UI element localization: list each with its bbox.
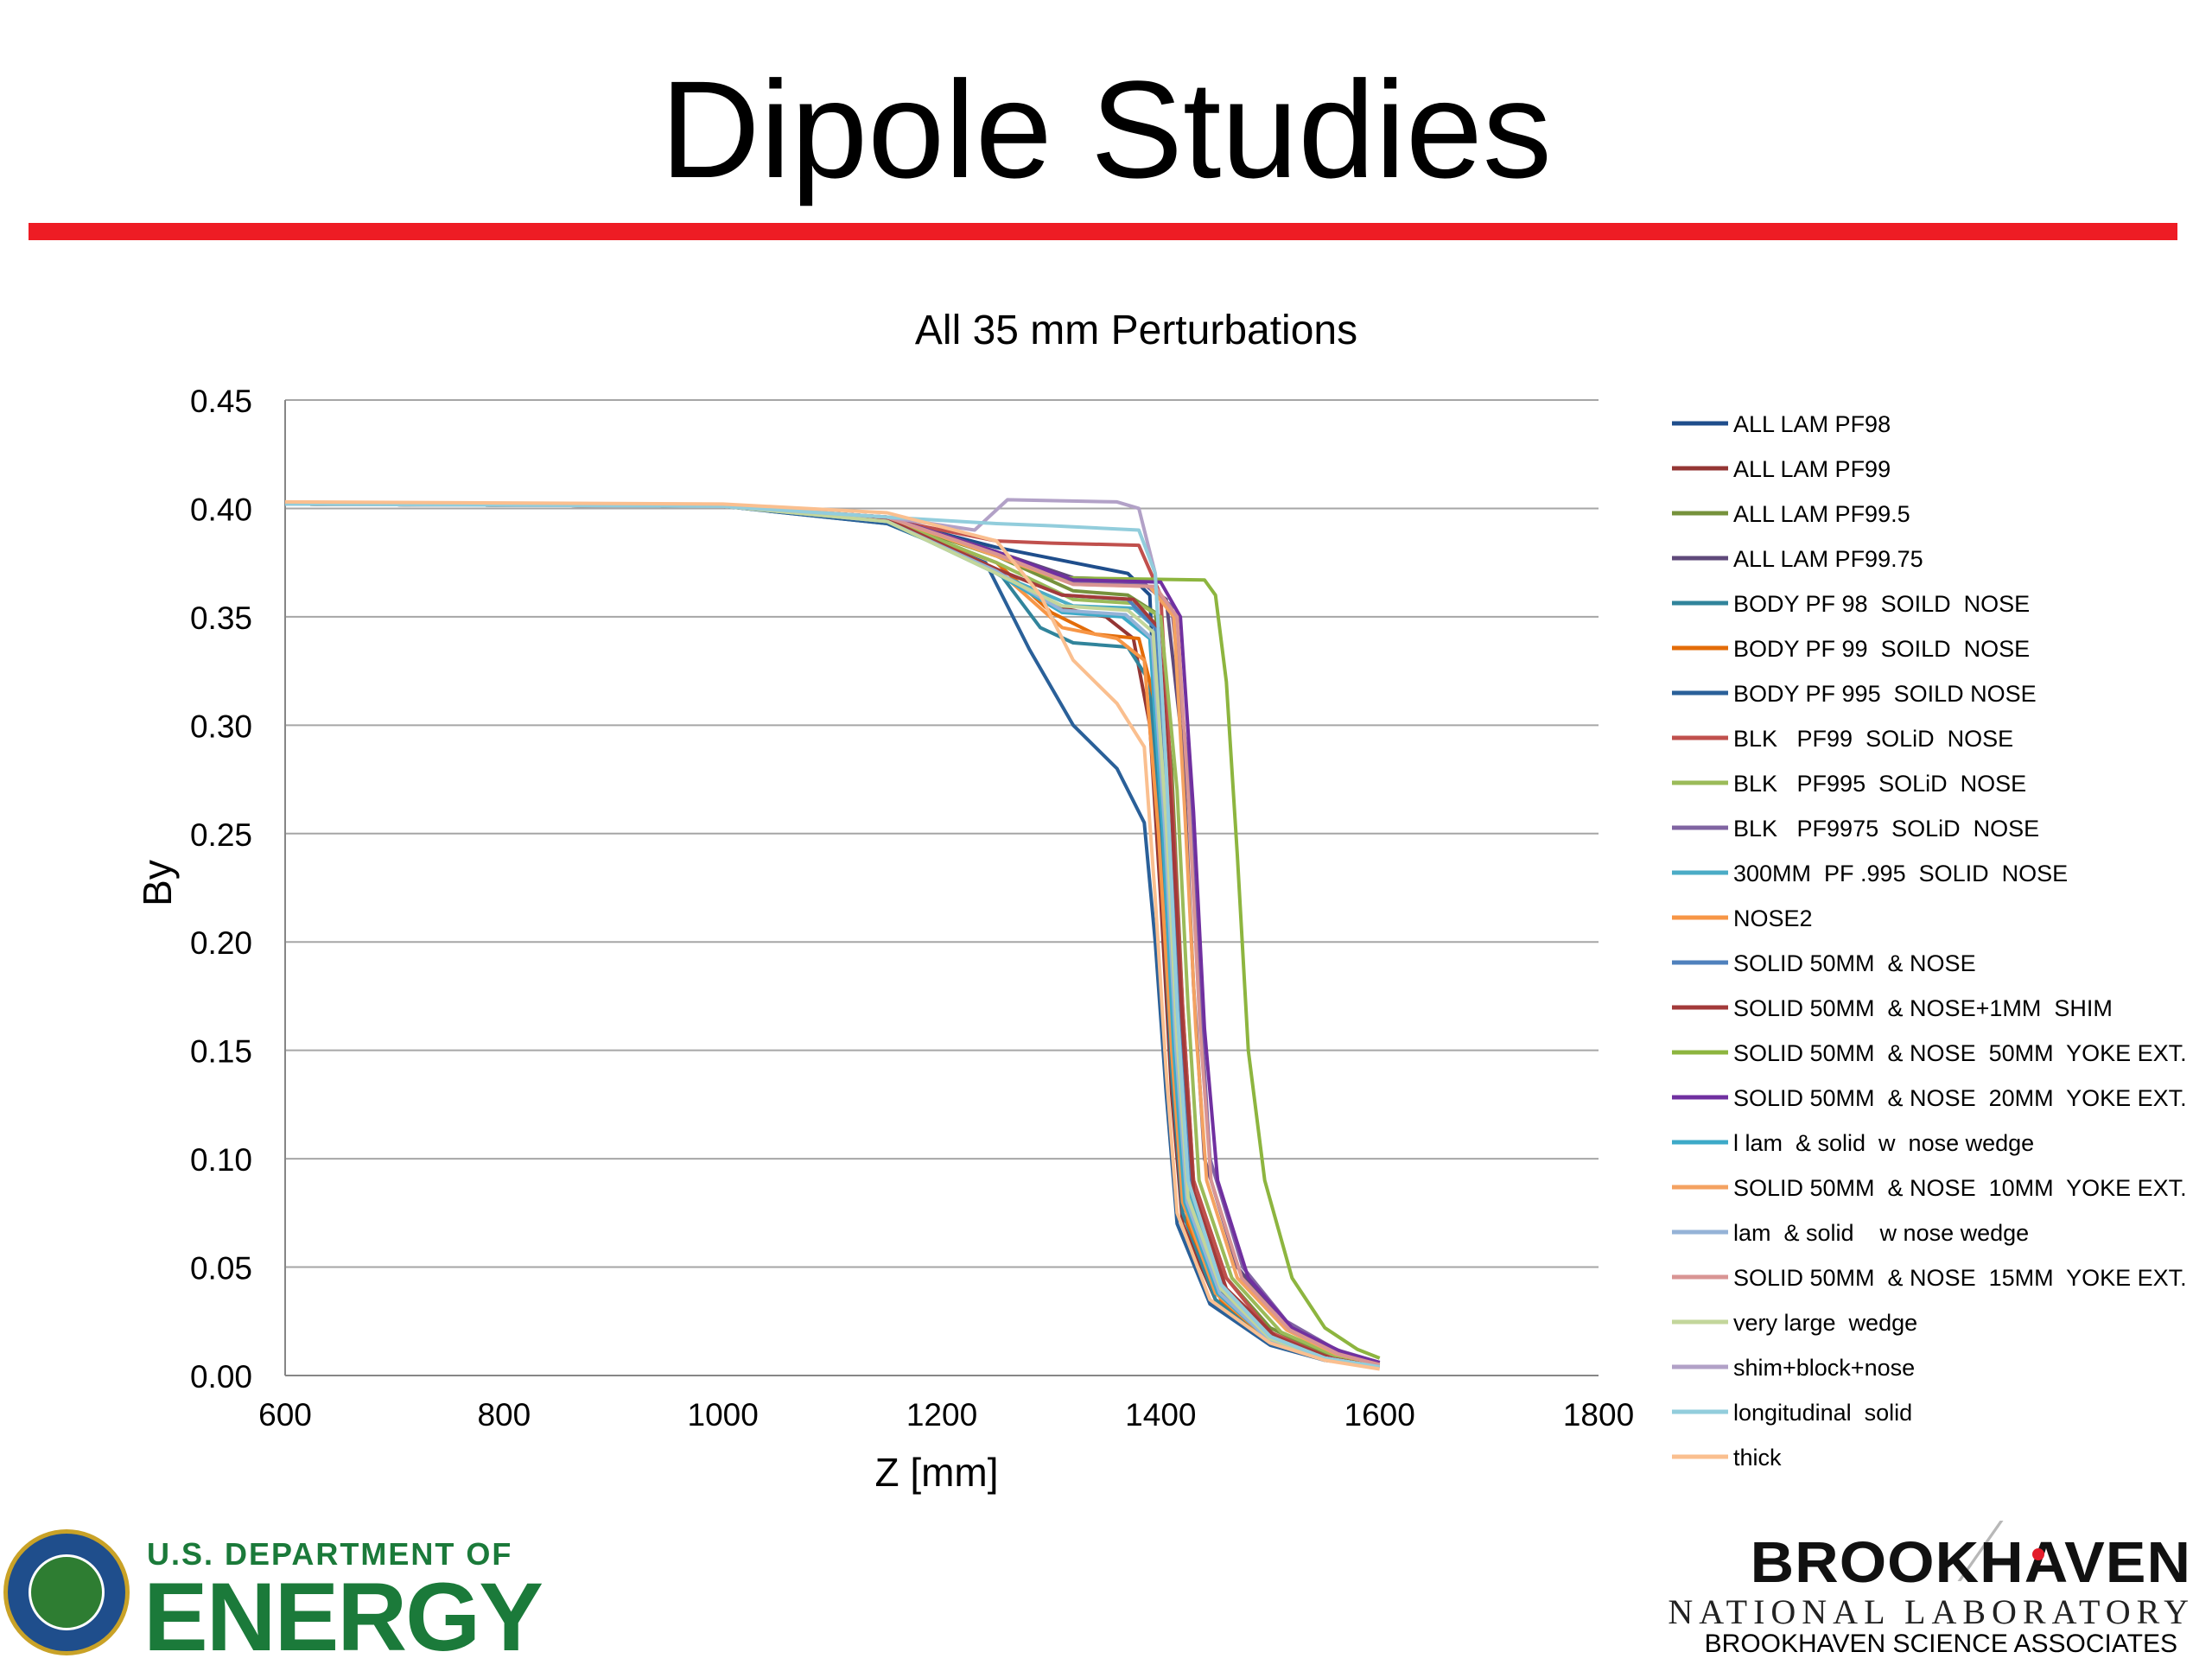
legend-item-label: SOLID 50MM & NOSE 20MM YOKE EXT. bbox=[1733, 1085, 2187, 1111]
x-tick-label: 1000 bbox=[688, 1397, 759, 1433]
x-tick-label: 1200 bbox=[906, 1397, 977, 1433]
series-line bbox=[284, 502, 1381, 1367]
y-tick-label: 0.35 bbox=[190, 600, 252, 636]
x-axis-label: Z [mm] bbox=[874, 1450, 998, 1495]
legend-item-label: ALL LAM PF99.5 bbox=[1733, 501, 1910, 527]
series-line bbox=[284, 502, 1381, 1369]
chart-title: All 35 mm Perturbations bbox=[915, 308, 1357, 353]
y-tick-label: 0.10 bbox=[190, 1142, 252, 1178]
doe-logo-line2: ENERGY bbox=[143, 1563, 543, 1671]
series-line bbox=[284, 502, 1381, 1369]
y-tick-label: 0.05 bbox=[190, 1251, 252, 1287]
series-lines bbox=[284, 498, 1381, 1371]
legend-item-label: SOLID 50MM & NOSE+1MM SHIM bbox=[1733, 995, 2113, 1021]
y-tick-label: 0.00 bbox=[190, 1359, 252, 1395]
slide-title: Dipole Studies bbox=[660, 52, 1552, 206]
x-axis-ticks: 600 800 1000 1200 1400 1600 1800 bbox=[258, 1397, 1634, 1433]
bnl-logo: BROOKHAVEN NATIONAL LABORATORY BROOKHAVE… bbox=[1668, 1521, 2203, 1659]
series-line bbox=[284, 502, 1381, 1369]
x-tick-label: 600 bbox=[258, 1397, 312, 1433]
legend-item-label: BLK PF99 SOLiD NOSE bbox=[1733, 726, 2013, 752]
line-chart: All 35 mm Perturbations 0.00 0.05 0.10 0.15… bbox=[135, 308, 2187, 1495]
bnl-logo-line3: BROOKHAVEN SCIENCE ASSOCIATES bbox=[1704, 1630, 2177, 1658]
bnl-logo-line2: NATIONAL LABORATORY bbox=[1668, 1592, 2195, 1631]
y-tick-label: 0.25 bbox=[190, 817, 252, 853]
y-tick-label: 0.45 bbox=[190, 384, 252, 419]
series-line bbox=[284, 502, 1381, 1367]
legend-item-label: BLK PF9975 SOLiD NOSE bbox=[1733, 816, 2039, 842]
series-line bbox=[284, 502, 1381, 1367]
legend-item-label: l lam & solid w nose wedge bbox=[1733, 1130, 2034, 1156]
legend-item-label: SOLID 50MM & NOSE bbox=[1733, 950, 1976, 976]
legend-item-label: BODY PF 98 SOILD NOSE bbox=[1733, 591, 2030, 617]
legend-item-label: BLK PF995 SOLiD NOSE bbox=[1733, 771, 2026, 797]
legend-item-label: ALL LAM PF98 bbox=[1733, 411, 1891, 437]
title-rule bbox=[29, 223, 2177, 240]
doe-logo: U.S. DEPARTMENT OF ENERGY bbox=[3, 1529, 543, 1666]
series-line bbox=[284, 502, 1381, 1369]
y-tick-label: 0.30 bbox=[190, 708, 252, 744]
series-line bbox=[284, 502, 1381, 1369]
legend-item-label: BODY PF 995 SOILD NOSE bbox=[1733, 681, 2037, 707]
series-line bbox=[284, 502, 1380, 1369]
legend-item-label: very large wedge bbox=[1733, 1310, 1917, 1336]
y-tick-label: 0.20 bbox=[190, 925, 252, 961]
legend: ALL LAM PF98 ALL LAM PF99 ALL LAM PF99.5 AL… bbox=[1672, 411, 2187, 1471]
bnl-dot-icon bbox=[2032, 1548, 2044, 1560]
series-line bbox=[284, 502, 1381, 1369]
y-axis-ticks: 0.00 0.05 0.10 0.15 0.20 0.25 0.30 0.35 0.40 0.45 bbox=[190, 384, 252, 1395]
legend-item-label: SOLID 50MM & NOSE 50MM YOKE EXT. bbox=[1733, 1040, 2187, 1066]
series-line bbox=[284, 502, 1381, 1367]
x-tick-label: 1800 bbox=[1563, 1397, 1634, 1433]
series-line bbox=[284, 498, 1381, 1369]
series-line bbox=[284, 502, 1380, 1369]
gridlines bbox=[284, 399, 1599, 1376]
y-tick-label: 0.40 bbox=[190, 492, 252, 527]
y-axis-label: By bbox=[135, 860, 180, 906]
legend-item-label: thick bbox=[1733, 1445, 1782, 1471]
bnl-logo-line1: BROOKHAVEN bbox=[1750, 1529, 2191, 1595]
doe-seal-icon bbox=[3, 1529, 130, 1655]
doe-logo-line1: U.S. DEPARTMENT OF bbox=[147, 1536, 513, 1572]
series-line bbox=[284, 502, 1381, 1369]
legend-item-label: lam & solid w nose wedge bbox=[1733, 1220, 2029, 1246]
legend-item-label: SOLID 50MM & NOSE 15MM YOKE EXT. bbox=[1733, 1265, 2187, 1291]
x-tick-label: 1400 bbox=[1125, 1397, 1196, 1433]
legend-item-label: longitudinal solid bbox=[1733, 1400, 1912, 1426]
legend-item-label: BODY PF 99 SOILD NOSE bbox=[1733, 636, 2030, 662]
series-line bbox=[284, 502, 1381, 1367]
x-tick-label: 1600 bbox=[1344, 1397, 1415, 1433]
legend-item-label: SOLID 50MM & NOSE 10MM YOKE EXT. bbox=[1733, 1175, 2187, 1201]
legend-item-label: NOSE2 bbox=[1733, 905, 1813, 931]
series-line bbox=[284, 502, 1381, 1367]
series-line bbox=[284, 502, 1381, 1369]
legend-item-label: shim+block+nose bbox=[1733, 1355, 1915, 1381]
legend-item-label: 300MM PF .995 SOLID NOSE bbox=[1733, 861, 2068, 886]
x-tick-label: 800 bbox=[477, 1397, 531, 1433]
legend-item-label: ALL LAM PF99.75 bbox=[1733, 546, 1923, 572]
legend-item-label: ALL LAM PF99 bbox=[1733, 456, 1891, 482]
series-line bbox=[284, 502, 1381, 1369]
y-tick-label: 0.15 bbox=[190, 1034, 252, 1070]
series-line bbox=[284, 499, 1381, 1371]
series-line bbox=[284, 502, 1381, 1369]
